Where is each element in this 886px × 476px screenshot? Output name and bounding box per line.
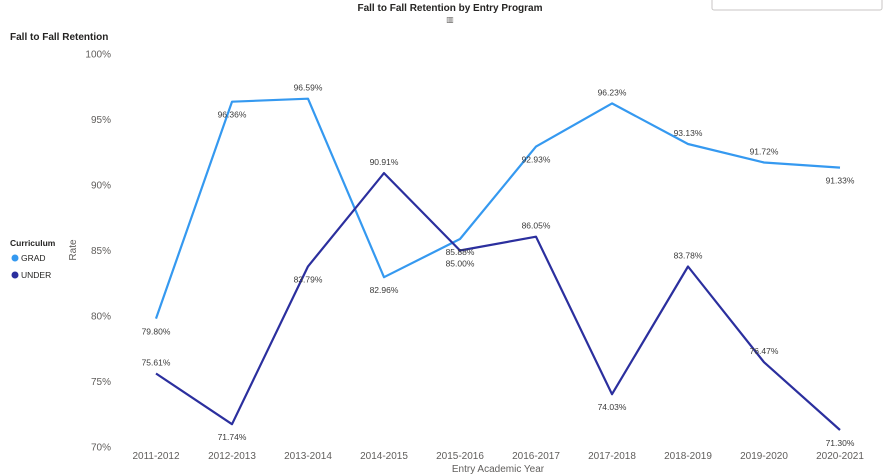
data-label-under: 76.47% (750, 346, 779, 356)
legend-label-grad[interactable]: GRAD (21, 253, 46, 263)
y-tick-label: 95% (91, 115, 111, 126)
x-tick-label: 2020-2021 (816, 451, 864, 462)
data-label-grad: 96.59% (294, 83, 323, 93)
x-tick-label: 2016-2017 (512, 451, 560, 462)
series-lines (154, 97, 841, 431)
legend-label-under[interactable]: UNDER (21, 270, 51, 280)
data-label-under: 85.00% (446, 259, 475, 269)
data-label-under: 71.74% (218, 432, 247, 442)
data-label-under: 90.91% (370, 157, 399, 167)
x-tick-label: 2015-2016 (436, 451, 484, 462)
x-tick-label: 2011-2012 (132, 451, 180, 462)
data-label-grad: 93.13% (674, 128, 703, 138)
x-tick-label: 2017-2018 (588, 451, 636, 462)
data-label-under: 71.30% (826, 438, 855, 448)
y-tick-label: 80% (91, 312, 111, 323)
series-line-under[interactable] (155, 172, 841, 431)
x-tick-label: 2012-2013 (208, 451, 256, 462)
chart-title: Fall to Fall Retention by Entry Program (357, 3, 542, 14)
data-label-grad: 92.93% (522, 155, 551, 165)
legend-title: Curriculum (10, 238, 56, 248)
data-label-grad: 85.88% (446, 247, 475, 257)
data-label-under: 86.05% (522, 221, 551, 231)
data-labels: 79.80% 96.36% 96.59% 82.96% 85.88% 92.93% 96.2… (142, 83, 855, 448)
filter-box[interactable] (711, 0, 883, 11)
y-tick-label: 75% (91, 377, 111, 388)
data-label-under: 83.79% (294, 274, 323, 284)
data-label-grad: 96.23% (598, 87, 627, 97)
data-label-grad: 91.33% (826, 176, 855, 186)
x-tick-label: 2013-2014 (284, 451, 332, 462)
data-label-grad: 91.72% (750, 146, 779, 156)
y-tick-label: 85% (91, 246, 111, 257)
data-label-under: 75.61% (142, 358, 171, 368)
y-tick-label: 90% (91, 181, 111, 192)
data-label-under: 83.78% (674, 250, 703, 260)
y-axis-title: Rate (68, 239, 79, 261)
data-label-under: 74.03% (598, 402, 627, 412)
data-label-grad: 79.80% (142, 327, 171, 337)
y-axis-ticks: 70% 75% 80% 85% 90% 95% 100% (85, 50, 111, 454)
x-tick-label: 2018-2019 (664, 451, 712, 462)
legend-marker-grad[interactable] (11, 254, 19, 262)
x-tick-label: 2019-2020 (740, 451, 788, 462)
y-tick-label: 100% (85, 50, 111, 61)
x-axis-title: Entry Academic Year (452, 464, 545, 475)
y-tick-label: 70% (91, 443, 111, 454)
legend: Curriculum GRAD UNDER (10, 238, 56, 280)
data-label-grad: 82.96% (370, 285, 399, 295)
visual-title: Fall to Fall Retention (10, 32, 108, 43)
x-tick-label: 2014-2015 (360, 451, 408, 462)
legend-marker-under[interactable] (11, 271, 19, 279)
focus-mode-icon[interactable]: ▥ (446, 15, 454, 24)
series-line-grad[interactable] (154, 97, 841, 319)
data-label-grad: 96.36% (218, 110, 247, 120)
x-axis-ticks: 2011-2012 2012-2013 2013-2014 2014-2015 2015… (132, 451, 864, 462)
